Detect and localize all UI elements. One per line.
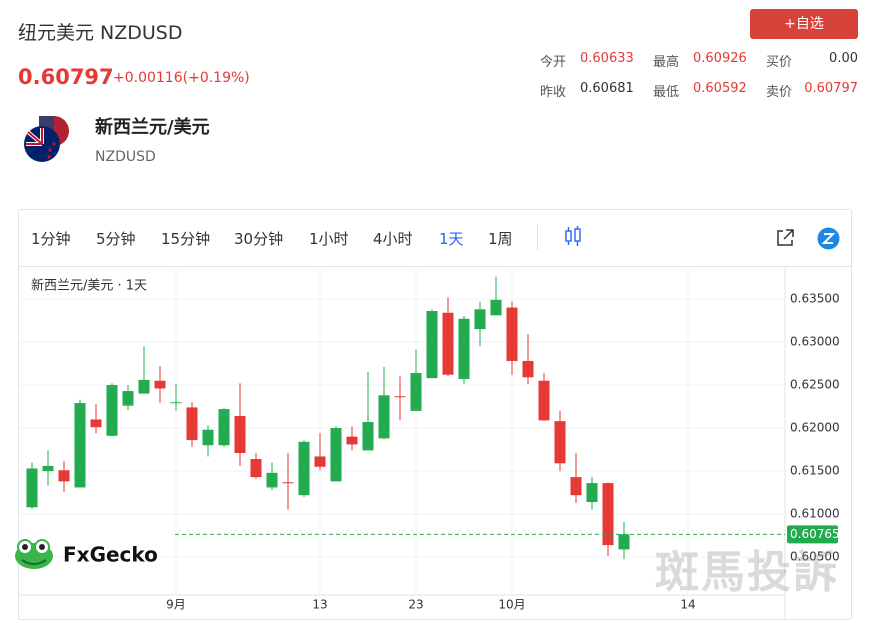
stat-value: 0.60592	[693, 81, 747, 96]
candle-body	[362, 422, 374, 451]
candle-body	[202, 429, 214, 446]
price: 0.60797	[18, 65, 114, 89]
stat-value: 0.60681	[580, 81, 634, 96]
candle-body	[538, 380, 550, 421]
x-tick-label: 13	[312, 598, 327, 612]
candle-body	[154, 380, 166, 389]
chart-legend: 新西兰元/美元 · 1天	[31, 278, 147, 294]
candlestick-chart: 新西兰元/美元 · 1天 0.60500 0.61000 0.61500 0.6200…	[19, 267, 840, 619]
y-tick-label: 0.60500	[790, 550, 840, 564]
toolbar-separator	[537, 224, 538, 250]
stat-label: 最低	[653, 85, 680, 100]
x-tick-label: 14	[680, 598, 695, 612]
stat-label: 买价	[766, 55, 793, 70]
y-tick-label: 0.62000	[790, 421, 840, 435]
candle-body	[618, 534, 630, 550]
interval-button[interactable]: 1分钟	[31, 230, 71, 248]
candle-body	[586, 483, 598, 503]
y-tick-label: 0.61500	[790, 464, 840, 478]
chart-panel	[18, 209, 852, 620]
y-tick-label: 0.63500	[790, 291, 840, 305]
candle-body	[58, 470, 70, 482]
watch-button[interactable]: +自选	[750, 9, 858, 39]
interval-button[interactable]: 1小时	[309, 230, 349, 248]
candle-body	[458, 318, 470, 380]
x-tick-label: 10月	[498, 598, 525, 612]
y-tick-label: 0.63000	[790, 335, 840, 349]
x-tick-label: 23	[408, 598, 423, 612]
candle-body	[266, 472, 278, 488]
candle-body	[554, 421, 566, 464]
stat-label: 昨收	[540, 85, 567, 100]
candle-body	[42, 465, 54, 472]
candle-body	[442, 312, 454, 375]
interval-button[interactable]: 1周	[488, 230, 513, 248]
last-price-tag	[787, 525, 838, 544]
candle-body	[186, 407, 198, 441]
instrument-code: NZDUSD	[95, 149, 156, 165]
y-tick-label: 0.62500	[790, 378, 840, 392]
candle-body	[90, 419, 102, 428]
stat-value: 0.00	[829, 51, 858, 66]
price-change: +0.00116(+0.19%)	[113, 70, 250, 86]
toolbar-divider	[19, 266, 851, 267]
x-tick-label: 9月	[166, 598, 186, 612]
candle-body	[314, 456, 326, 467]
candle-body	[570, 477, 582, 496]
candle-body	[426, 311, 438, 379]
candle-body	[26, 468, 38, 508]
last-price-label: 0.60765	[790, 527, 840, 541]
interval-button[interactable]: 1天	[439, 230, 464, 248]
stat-label: 卖价	[766, 85, 793, 100]
instrument-name: 新西兰元/美元	[95, 117, 210, 138]
candle-body	[506, 307, 518, 361]
interval-button[interactable]: 4小时	[373, 230, 413, 248]
chart-type-button[interactable]	[563, 226, 583, 248]
stat-value: 0.60797	[804, 81, 858, 96]
candle-body	[122, 391, 134, 406]
candle-body	[250, 459, 262, 478]
candle-body	[410, 372, 422, 411]
interval-button[interactable]: 15分钟	[161, 230, 211, 248]
candle-body	[106, 385, 118, 436]
interval-button[interactable]: 5分钟	[96, 230, 136, 248]
candle-body	[170, 402, 182, 404]
candle-body	[138, 379, 150, 394]
stat-value: 0.60633	[580, 51, 634, 66]
candle-body	[218, 409, 230, 446]
flag-icon	[24, 116, 69, 162]
y-tick-label: 0.61000	[790, 507, 840, 521]
candle-body	[602, 483, 614, 546]
stat-value: 0.60926	[693, 51, 747, 66]
watermark-text: FxGecko	[63, 543, 158, 567]
candle-body	[346, 436, 358, 445]
candle-body	[522, 360, 534, 378]
candle-body	[234, 416, 246, 454]
stat-label: 最高	[653, 55, 680, 70]
candle-body	[394, 396, 406, 398]
zebra-watermark: 斑馬投訴	[655, 547, 839, 598]
candle-body	[330, 428, 342, 482]
candle-body	[474, 309, 486, 330]
open-external-button[interactable]	[775, 228, 795, 248]
candle-body	[282, 482, 294, 484]
page-title: 纽元美元 NZDUSD	[18, 22, 183, 44]
candle-body	[490, 299, 502, 316]
interval-button[interactable]: 30分钟	[234, 230, 284, 248]
candle-body	[74, 403, 86, 488]
fxgecko-watermark: FxGecko	[15, 539, 158, 569]
logo-button[interactable]	[817, 227, 840, 250]
stat-label: 今开	[540, 55, 567, 70]
candle-body	[378, 395, 390, 439]
candle-body	[298, 441, 310, 496]
